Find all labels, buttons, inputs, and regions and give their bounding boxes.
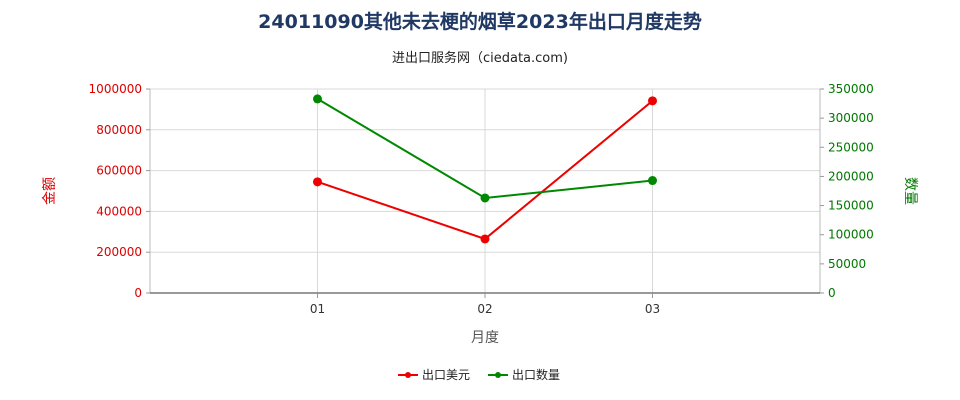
x-axis-ticks: 01 02 03 (310, 293, 660, 316)
right-tick-label: 100000 (828, 228, 874, 242)
x-axis-title: 月度 (471, 330, 499, 346)
chart-subtitle: 进出口服务网（ciedata.com) (392, 50, 568, 66)
left-axis-title: 金额 (42, 177, 58, 205)
legend-marker (405, 372, 411, 378)
right-axis-ticks: 0 50000 100000 150000 200000 250000 300000 3500… (820, 82, 874, 300)
left-tick-label: 200000 (96, 245, 142, 259)
right-tick-label: 0 (828, 286, 836, 300)
left-tick-label: 800000 (96, 123, 142, 137)
right-tick-label: 250000 (828, 140, 874, 154)
right-axis-title: 数量 (902, 177, 918, 205)
right-tick-label: 200000 (828, 169, 874, 183)
grid (150, 88, 820, 293)
left-tick-label: 400000 (96, 204, 142, 218)
data-point (648, 96, 657, 106)
legend: 出口美元 出口数量 (398, 367, 560, 382)
right-tick-label: 300000 (828, 111, 874, 125)
right-tick-label: 150000 (828, 199, 874, 213)
legend-label: 出口美元 (422, 368, 470, 382)
right-tick-label: 350000 (828, 82, 874, 96)
left-tick-label: 0 (134, 286, 142, 300)
data-point (313, 177, 322, 187)
left-tick-label: 600000 (96, 164, 142, 178)
x-tick-label: 02 (477, 302, 492, 316)
series-layer (313, 94, 657, 244)
data-point (480, 234, 490, 244)
right-tick-label: 50000 (828, 257, 866, 271)
legend-marker (495, 372, 501, 378)
chart-title: 24011090其他未去梗的烟草2023年出口月度走势 (258, 10, 702, 33)
left-axis-ticks: 0 200000 400000 600000 800000 1000000 (89, 82, 150, 300)
data-point (313, 94, 322, 104)
data-point (648, 176, 657, 186)
left-tick-label: 1000000 (89, 82, 142, 96)
x-tick-label: 03 (645, 302, 660, 316)
legend-label: 出口数量 (512, 367, 560, 382)
x-tick-label: 01 (310, 302, 325, 316)
data-point (480, 193, 490, 203)
